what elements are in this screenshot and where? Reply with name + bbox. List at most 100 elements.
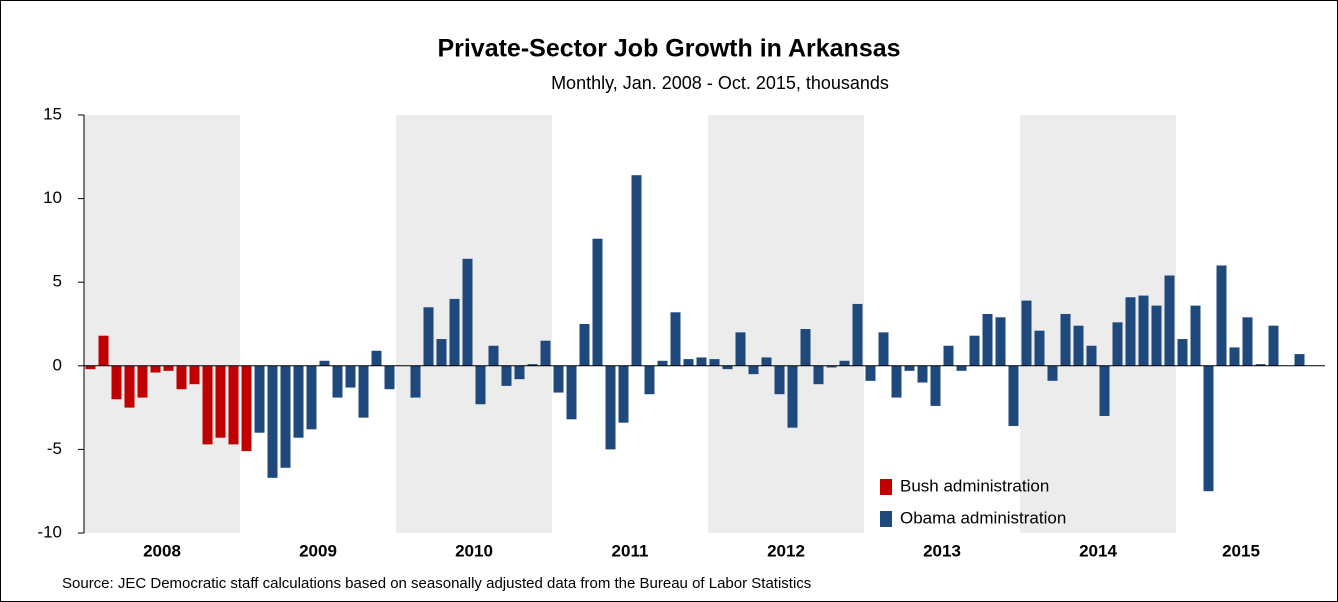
bar — [735, 332, 746, 366]
bar — [995, 317, 1006, 366]
bar — [527, 364, 538, 366]
x-tick-label: 2012 — [767, 541, 805, 560]
bar — [1294, 354, 1305, 366]
bar — [696, 357, 707, 366]
bar — [1112, 322, 1123, 366]
bar — [761, 357, 772, 366]
bar — [553, 365, 564, 393]
y-tick-label: 5 — [53, 272, 62, 291]
bar — [1190, 305, 1201, 366]
bar — [800, 329, 811, 366]
bar — [462, 258, 473, 366]
bar — [384, 365, 395, 390]
bar — [1177, 339, 1188, 366]
chart-title: Private-Sector Job Growth in Arkansas — [437, 35, 900, 63]
bar — [592, 238, 603, 366]
bar — [371, 350, 382, 366]
bar — [813, 365, 824, 385]
bar — [657, 360, 668, 366]
bar — [1047, 365, 1058, 381]
bar — [670, 312, 681, 366]
year-band — [396, 115, 552, 533]
bar — [1099, 365, 1110, 416]
bar — [930, 365, 941, 406]
bar — [1073, 325, 1084, 366]
bar — [293, 365, 304, 438]
bar — [1060, 313, 1071, 366]
bar — [904, 365, 915, 371]
bar — [228, 365, 239, 445]
bar — [605, 365, 616, 450]
x-tick-label: 2009 — [299, 541, 337, 560]
legend-swatch — [880, 511, 892, 527]
bar — [1229, 347, 1240, 366]
x-tick-label: 2008 — [143, 541, 181, 560]
bar — [111, 365, 122, 400]
bar — [1086, 345, 1097, 366]
bar — [189, 365, 200, 385]
year-band — [708, 115, 864, 533]
bar — [1268, 325, 1279, 366]
bar — [254, 365, 265, 433]
bar — [1164, 275, 1175, 366]
y-tick-label: 15 — [43, 104, 62, 123]
bar — [826, 365, 837, 368]
bar — [748, 365, 759, 375]
bar — [865, 365, 876, 381]
bar — [1255, 364, 1266, 366]
bar — [917, 365, 928, 383]
bar — [436, 339, 447, 366]
x-tick-label: 2011 — [612, 541, 649, 560]
bar — [176, 365, 187, 390]
bar — [98, 335, 109, 366]
bar — [709, 359, 720, 366]
bar — [1151, 305, 1162, 366]
y-tick-label: -5 — [47, 439, 62, 458]
bar — [839, 360, 850, 366]
x-tick-label: 2010 — [455, 541, 493, 560]
legend-label: Bush administration — [900, 476, 1049, 495]
bar — [150, 365, 161, 373]
y-tick-label: 10 — [43, 188, 62, 207]
bar — [1203, 365, 1214, 492]
bar — [124, 365, 135, 408]
bar — [579, 324, 590, 366]
bar — [345, 365, 356, 388]
bar — [891, 365, 902, 398]
bar — [501, 365, 512, 386]
x-tick-label: 2013 — [923, 541, 961, 560]
bar — [488, 345, 499, 366]
bar — [475, 365, 486, 405]
bar — [852, 303, 863, 366]
bar — [1242, 317, 1253, 366]
y-tick-label: -10 — [37, 522, 62, 541]
bar — [137, 365, 148, 398]
year-band — [1020, 115, 1176, 533]
bar — [1021, 300, 1032, 366]
bar — [982, 313, 993, 366]
chart-subtitle: Monthly, Jan. 2008 - Oct. 2015, thousand… — [551, 73, 889, 93]
bar — [631, 175, 642, 366]
bar — [202, 365, 213, 445]
bar — [722, 365, 733, 370]
bar — [1216, 265, 1227, 366]
bar — [787, 365, 798, 428]
y-tick-label: 0 — [53, 355, 62, 374]
bar — [566, 365, 577, 420]
bar — [1008, 365, 1019, 426]
bar — [267, 365, 278, 478]
bar — [514, 365, 525, 380]
bar — [280, 365, 291, 468]
bar — [449, 298, 460, 366]
bar — [540, 340, 551, 366]
bar — [358, 365, 369, 418]
bar — [618, 365, 629, 423]
bar — [1125, 297, 1136, 366]
bar — [423, 307, 434, 366]
year-band — [84, 115, 240, 533]
bar — [332, 365, 343, 398]
legend-label: Obama administration — [900, 508, 1066, 527]
bar — [969, 335, 980, 366]
x-tick-label: 2015 — [1222, 541, 1260, 560]
